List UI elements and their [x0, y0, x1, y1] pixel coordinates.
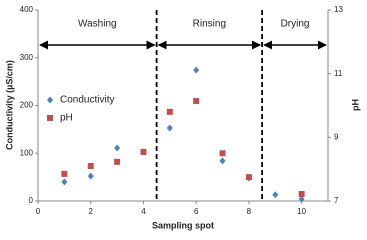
y-tick-label: 300 [20, 53, 34, 62]
y-tick-label: 100 [20, 148, 34, 157]
legend-marker [47, 96, 53, 104]
point [61, 170, 68, 177]
y-tick-label: 200 [20, 101, 34, 110]
point [193, 98, 200, 105]
point [61, 178, 68, 186]
point [219, 157, 226, 165]
x-tick-label: 10 [297, 207, 306, 216]
x-tick-label: 8 [247, 207, 252, 216]
y2-tick-label: 11 [334, 69, 343, 78]
point [166, 108, 173, 115]
region-label: Rinsing [193, 19, 226, 30]
point [193, 66, 200, 74]
y2-axis-label: pH [350, 99, 360, 111]
point [140, 148, 147, 155]
region-label: Washing [78, 19, 117, 30]
y2-tick-label: 13 [334, 5, 343, 14]
point [245, 174, 252, 181]
region-label: Drying [281, 19, 310, 30]
point [298, 190, 305, 197]
y-axis-label: Conductivity (µS/cm) [4, 60, 14, 150]
x-axis-label: Sampling spot [152, 220, 214, 230]
x-tick-label: 4 [141, 207, 146, 216]
y-tick-label: 400 [20, 5, 34, 14]
legend-label: Conductivity [60, 95, 114, 106]
x-tick-label: 2 [89, 207, 94, 216]
point [114, 144, 121, 152]
legend-label: pH [60, 113, 73, 124]
point [166, 124, 173, 132]
y2-tick-label: 7 [334, 196, 339, 205]
x-tick-label: 6 [194, 207, 199, 216]
point [114, 158, 121, 165]
x-tick-label: 0 [36, 207, 41, 216]
legend-marker [47, 115, 53, 121]
point [87, 172, 94, 180]
point [87, 162, 94, 169]
point [272, 191, 279, 199]
y2-tick-label: 9 [334, 132, 339, 141]
point [219, 150, 226, 157]
point [298, 195, 305, 203]
y-tick-label: 0 [29, 196, 34, 205]
